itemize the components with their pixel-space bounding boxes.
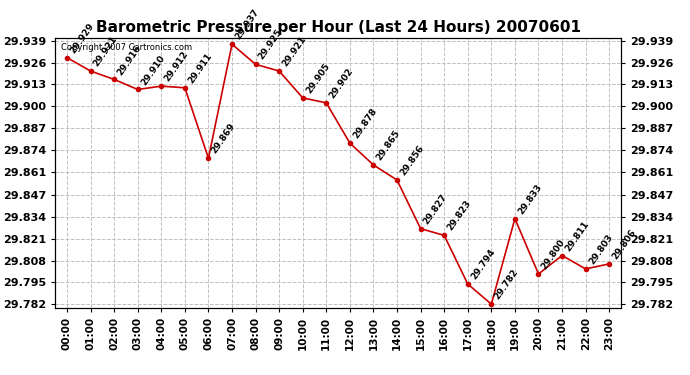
Text: 29.811: 29.811 [564, 219, 591, 253]
Text: 29.929: 29.929 [68, 21, 96, 55]
Text: 29.782: 29.782 [493, 268, 520, 302]
Text: 29.794: 29.794 [469, 247, 497, 281]
Text: 29.878: 29.878 [351, 106, 379, 140]
Text: 29.912: 29.912 [163, 50, 190, 83]
Text: 29.823: 29.823 [446, 199, 473, 232]
Text: 29.833: 29.833 [516, 182, 544, 216]
Text: 29.911: 29.911 [186, 51, 214, 85]
Text: 29.865: 29.865 [375, 129, 402, 162]
Text: 29.905: 29.905 [304, 62, 331, 95]
Text: 29.827: 29.827 [422, 192, 449, 226]
Text: 29.937: 29.937 [233, 8, 261, 41]
Text: 29.925: 29.925 [257, 28, 284, 62]
Text: Copyright 2007 Cartronics.com: Copyright 2007 Cartronics.com [61, 43, 192, 52]
Text: 29.916: 29.916 [115, 43, 143, 76]
Text: 29.869: 29.869 [210, 122, 237, 156]
Text: 29.800: 29.800 [540, 238, 567, 271]
Text: 29.921: 29.921 [92, 34, 119, 68]
Text: 29.856: 29.856 [398, 144, 426, 177]
Text: 29.910: 29.910 [139, 53, 166, 87]
Text: 29.921: 29.921 [281, 34, 308, 68]
Text: 29.806: 29.806 [611, 228, 638, 261]
Text: 29.803: 29.803 [587, 232, 614, 266]
Text: 29.902: 29.902 [328, 66, 355, 100]
Title: Barometric Pressure per Hour (Last 24 Hours) 20070601: Barometric Pressure per Hour (Last 24 Ho… [96, 20, 580, 35]
